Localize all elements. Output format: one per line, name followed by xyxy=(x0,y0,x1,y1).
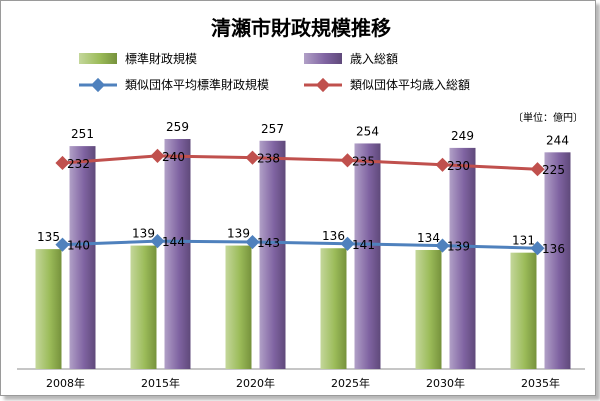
data-label-similar-avg-total-revenue: 230 xyxy=(447,159,470,173)
legend-item-total-revenue: 歳入総額 xyxy=(304,52,398,66)
bar-total-revenue xyxy=(259,140,286,369)
bar-total-revenue xyxy=(69,146,96,369)
data-label-total-revenue: 257 xyxy=(261,122,284,136)
data-label-standard-scale: 136 xyxy=(322,229,345,243)
line-similar-avg-standard-scale xyxy=(62,239,538,250)
data-label-total-revenue: 259 xyxy=(166,120,189,134)
bar-total-revenue xyxy=(544,152,571,369)
point-similar-avg-total-revenue xyxy=(340,153,355,168)
bar-total-revenue xyxy=(164,139,191,369)
bar-standard-scale xyxy=(320,248,347,369)
legend-label-total-revenue: 歳入総額 xyxy=(350,52,398,66)
data-label-similar-avg-standard-scale: 144 xyxy=(162,235,185,249)
line-similar-avg-total-revenue xyxy=(62,154,538,171)
unit-note: 〔単位：億円〕 xyxy=(513,111,583,124)
chart-title: 清瀬市財政規模推移 xyxy=(211,16,391,40)
bars-layer xyxy=(35,139,571,369)
legend-item-standard-scale: 標準財政規模 xyxy=(79,51,197,66)
x-tick-label: 2020年 xyxy=(236,376,275,390)
x-tick-label: 2015年 xyxy=(141,376,180,390)
bar-total-revenue xyxy=(449,147,476,369)
data-label-similar-avg-standard-scale: 136 xyxy=(542,242,565,256)
legend-label-standard-scale: 標準財政規模 xyxy=(125,51,197,66)
data-label-standard-scale: 139 xyxy=(132,227,155,241)
data-label-standard-scale: 131 xyxy=(512,234,535,248)
bar-standard-scale xyxy=(225,245,252,369)
legend-marker-similar-avg-total-revenue xyxy=(315,77,331,93)
x-tick-label: 2025年 xyxy=(331,376,370,390)
data-label-similar-avg-standard-scale: 139 xyxy=(447,240,470,254)
point-similar-avg-total-revenue xyxy=(435,157,450,172)
point-similar-avg-total-revenue xyxy=(530,162,545,177)
data-label-similar-avg-total-revenue: 232 xyxy=(67,157,90,171)
data-label-similar-avg-standard-scale: 141 xyxy=(352,238,375,252)
data-label-similar-avg-total-revenue: 235 xyxy=(352,154,375,168)
x-tick-label: 2008年 xyxy=(46,376,85,390)
data-label-total-revenue: 244 xyxy=(546,133,569,147)
bar-total-revenue xyxy=(354,143,381,369)
legend-swatch-standard-scale xyxy=(79,53,117,64)
legend-item-similar-avg-standard-scale: 類似団体平均標準財政規模 xyxy=(79,77,269,93)
legend-swatch-total-revenue xyxy=(304,53,342,64)
legend: 標準財政規模 歳入総額 類似団体平均標準財政規模 類似団体平均歳入総額 xyxy=(79,51,470,93)
bar-standard-scale xyxy=(130,245,157,369)
data-label-similar-avg-total-revenue: 240 xyxy=(162,150,185,164)
point-similar-avg-standard-scale xyxy=(150,234,165,249)
labels-layer: 135 251 2008年 139 259 2015年 139 257 2020年 136 254 2… xyxy=(37,120,569,390)
point-similar-avg-total-revenue xyxy=(245,150,260,165)
data-label-similar-avg-standard-scale: 143 xyxy=(257,236,280,250)
lines-layer xyxy=(55,148,545,256)
point-similar-avg-standard-scale xyxy=(435,238,450,253)
point-similar-avg-total-revenue xyxy=(150,148,165,163)
data-label-standard-scale: 134 xyxy=(417,231,440,245)
x-tick-label: 2035年 xyxy=(521,376,560,390)
legend-label-similar-avg-standard-scale: 類似団体平均標準財政規模 xyxy=(125,77,269,92)
x-tick-label: 2030年 xyxy=(426,376,465,390)
data-label-total-revenue: 251 xyxy=(71,127,94,141)
data-label-similar-avg-total-revenue: 238 xyxy=(257,152,280,166)
data-label-similar-avg-standard-scale: 140 xyxy=(67,239,90,253)
data-label-similar-avg-total-revenue: 225 xyxy=(542,163,565,177)
data-label-standard-scale: 135 xyxy=(37,230,60,244)
data-label-total-revenue: 249 xyxy=(451,129,474,143)
legend-marker-similar-avg-standard-scale xyxy=(90,77,106,93)
bar-standard-scale xyxy=(35,249,62,369)
data-label-total-revenue: 254 xyxy=(356,124,379,138)
legend-label-similar-avg-total-revenue: 類似団体平均歳入総額 xyxy=(350,78,470,92)
point-similar-avg-standard-scale xyxy=(245,234,260,250)
data-label-standard-scale: 139 xyxy=(227,227,250,241)
point-similar-avg-standard-scale xyxy=(530,241,545,256)
legend-item-similar-avg-total-revenue: 類似団体平均歳入総額 xyxy=(304,77,470,93)
bar-standard-scale xyxy=(510,252,537,369)
bar-standard-scale xyxy=(415,250,442,369)
point-similar-avg-standard-scale xyxy=(340,236,355,251)
